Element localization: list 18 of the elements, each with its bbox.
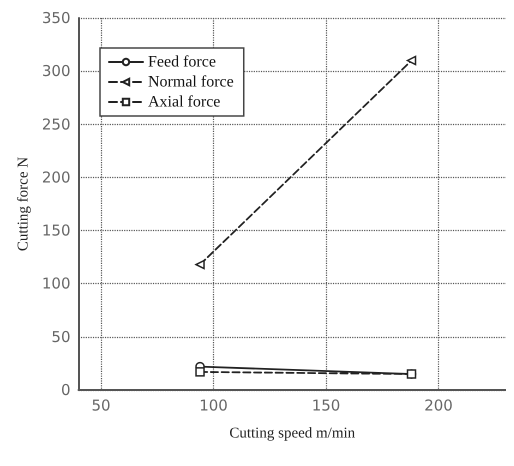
x-tick-label: 100 <box>199 396 228 414</box>
legend-label: Axial force <box>148 94 220 110</box>
y-axis-title: Cutting force N <box>16 156 32 252</box>
y-tick-label: 50 <box>51 328 71 346</box>
y-tick-label: 150 <box>42 222 71 240</box>
y-tick-label: 200 <box>42 168 71 186</box>
legend-label: Normal force <box>148 74 234 90</box>
legend-label: Feed force <box>148 54 216 70</box>
x-tick-label: 200 <box>424 396 453 414</box>
y-tick-label: 0 <box>60 381 71 399</box>
point <box>195 367 205 377</box>
x-tick-label: 150 <box>312 396 340 414</box>
y-tick-label: 250 <box>42 115 71 134</box>
y-tick-label: 100 <box>42 274 71 293</box>
y-tick-label: 350 <box>42 9 71 27</box>
y-tick-label: 300 <box>42 62 71 80</box>
x-axis-title: Cutting speed m/min <box>229 426 356 442</box>
x-tick-label: 50 <box>91 396 111 414</box>
